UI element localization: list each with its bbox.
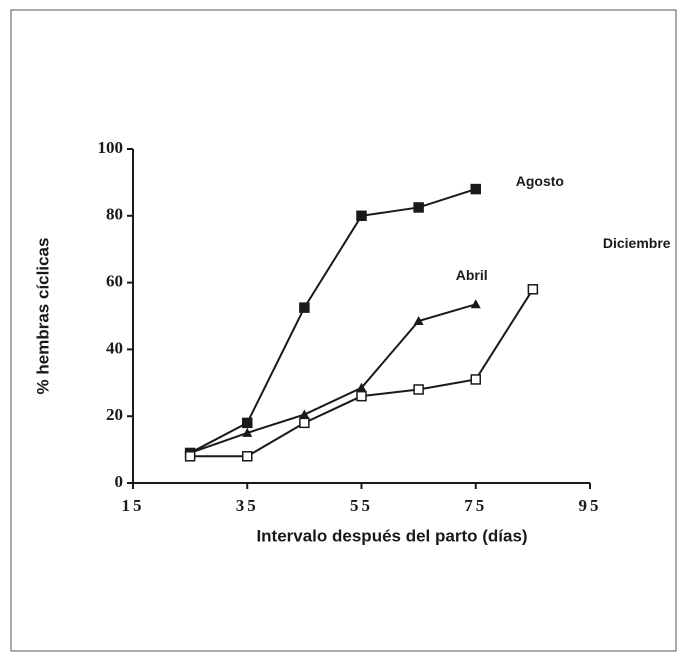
marker	[242, 417, 253, 429]
series-line	[189, 303, 477, 454]
marker	[299, 417, 310, 429]
y-axis-label: % hembras cíclicas	[33, 238, 52, 395]
y-tick-label: 0	[115, 472, 124, 491]
series-label: Diciembre	[603, 235, 671, 251]
x-axis-label: Intervalo después del parto (días)	[256, 526, 527, 545]
marker	[356, 390, 367, 402]
y-tick-label: 100	[98, 138, 124, 157]
x-tick-label: 95	[579, 496, 602, 515]
marker	[470, 374, 481, 385]
marker	[184, 451, 196, 462]
y-tick-label: 20	[106, 405, 123, 424]
y-tick-label: 80	[106, 205, 123, 224]
marker	[470, 183, 481, 195]
x-tick-label: 75	[464, 496, 487, 515]
marker	[299, 302, 310, 313]
series-label: Agosto	[516, 173, 564, 189]
marker	[242, 451, 253, 462]
y-tick-label: 40	[106, 338, 123, 357]
marker	[527, 284, 539, 295]
marker	[356, 382, 367, 392]
x-tick-label: 15	[122, 496, 145, 515]
x-tick-label: 55	[350, 496, 373, 515]
y-tick-label: 60	[106, 272, 123, 291]
frame	[10, 9, 677, 652]
marker	[413, 384, 424, 395]
marker	[299, 409, 310, 419]
series-line	[189, 188, 477, 454]
marker	[242, 427, 253, 437]
marker	[413, 202, 424, 213]
marker	[356, 210, 367, 222]
marker	[413, 316, 424, 326]
marker	[470, 299, 481, 309]
x-tick-label: 35	[236, 496, 259, 515]
series-label: Abril	[456, 267, 488, 283]
